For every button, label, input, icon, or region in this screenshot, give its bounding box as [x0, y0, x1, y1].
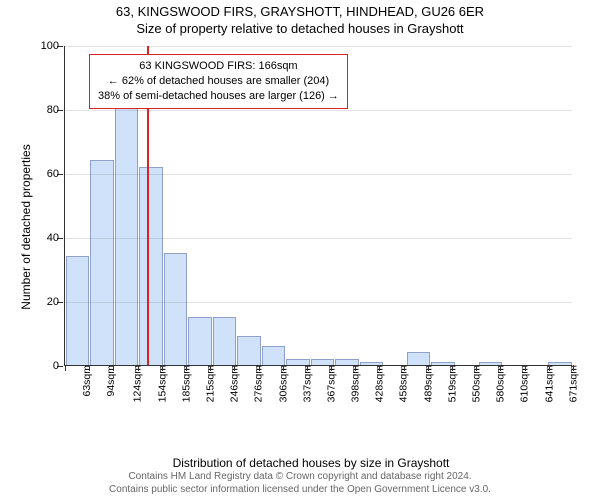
x-tick	[331, 365, 332, 371]
grid-line	[65, 110, 572, 111]
x-tick	[89, 365, 90, 371]
x-tick	[549, 365, 550, 371]
grid-line	[65, 174, 572, 175]
x-tick	[428, 365, 429, 371]
histogram-chart: Number of detached properties 0204060801…	[36, 42, 586, 412]
y-tick-label: 0	[33, 360, 59, 372]
histogram-bar	[66, 256, 90, 365]
histogram-bar	[407, 352, 431, 365]
histogram-bar	[139, 167, 163, 365]
x-tick-label: 94sqm	[105, 365, 117, 397]
y-tick-label: 100	[33, 40, 59, 52]
x-tick	[476, 365, 477, 371]
footer-line2: Contains public sector information licen…	[0, 483, 600, 496]
histogram-bar	[237, 336, 261, 365]
x-tick	[283, 365, 284, 371]
x-tick	[500, 365, 501, 371]
plot-area: 02040608010063sqm94sqm124sqm154sqm185sqm…	[64, 46, 572, 366]
grid-line	[65, 302, 572, 303]
x-axis-label: Distribution of detached houses by size …	[36, 456, 586, 470]
annotation-line: 63 KINGSWOOD FIRS: 166sqm	[98, 59, 339, 74]
reference-annotation: 63 KINGSWOOD FIRS: 166sqm← 62% of detach…	[89, 54, 348, 109]
footer-attribution: Contains HM Land Registry data © Crown c…	[0, 470, 600, 496]
x-tick	[525, 365, 526, 371]
annotation-line: ← 62% of detached houses are smaller (20…	[98, 74, 339, 89]
x-tick	[113, 365, 114, 371]
x-tick	[162, 365, 163, 371]
x-tick	[138, 365, 139, 371]
histogram-bar	[90, 160, 114, 365]
grid-line	[65, 238, 572, 239]
y-tick-label: 60	[33, 168, 59, 180]
x-tick	[259, 365, 260, 371]
x-tick	[355, 365, 356, 371]
x-tick-label: 63sqm	[81, 365, 93, 397]
histogram-bar	[262, 346, 286, 365]
x-tick	[307, 365, 308, 371]
x-tick	[404, 365, 405, 371]
histogram-bar	[164, 253, 188, 365]
histogram-bar	[188, 317, 212, 365]
x-tick	[573, 365, 574, 371]
x-tick	[234, 365, 235, 371]
y-tick-label: 20	[33, 296, 59, 308]
x-tick	[65, 365, 66, 371]
y-tick-label: 40	[33, 232, 59, 244]
grid-line	[65, 46, 572, 47]
histogram-bar	[115, 83, 139, 365]
footer-line1: Contains HM Land Registry data © Crown c…	[0, 470, 600, 483]
title-subtitle: Size of property relative to detached ho…	[0, 21, 600, 38]
x-tick	[210, 365, 211, 371]
annotation-line: 38% of semi-detached houses are larger (…	[98, 89, 339, 104]
y-tick-label: 80	[33, 104, 59, 116]
chart-title: 63, KINGSWOOD FIRS, GRAYSHOTT, HINDHEAD,…	[0, 0, 600, 38]
x-tick	[186, 365, 187, 371]
y-axis-label: Number of detached properties	[19, 144, 33, 309]
title-address: 63, KINGSWOOD FIRS, GRAYSHOTT, HINDHEAD,…	[0, 4, 600, 21]
histogram-bar	[213, 317, 237, 365]
x-tick	[452, 365, 453, 371]
x-tick	[379, 365, 380, 371]
